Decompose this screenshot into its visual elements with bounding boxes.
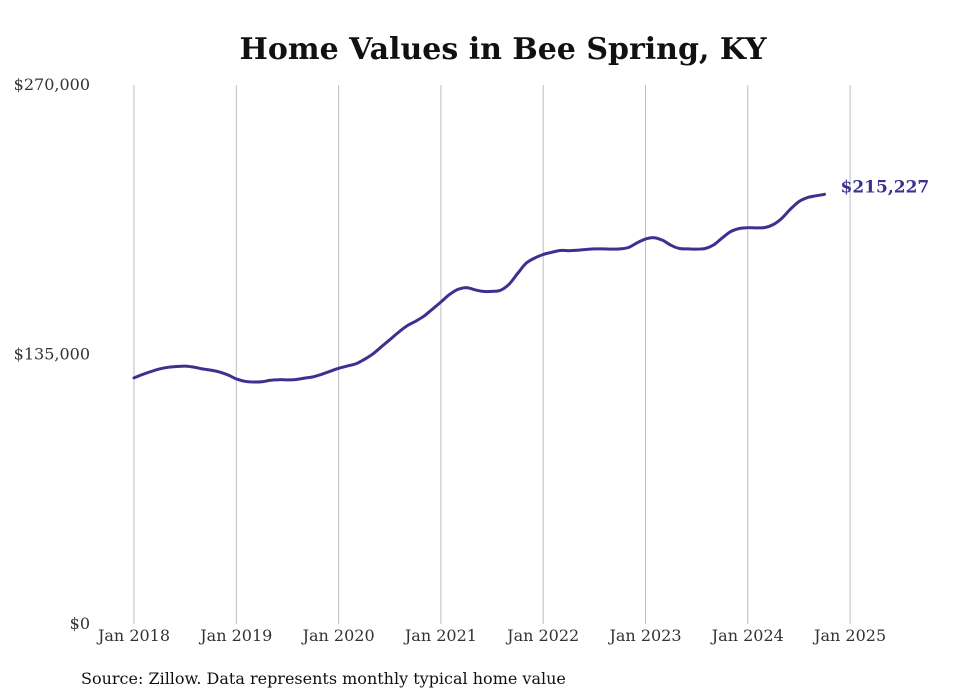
x-axis-tick-labels: Jan 2018 Jan 2019 Jan 2020 Jan 2021 Jan 2022… <box>96 626 886 645</box>
source-note: Source: Zillow. Data represents monthly … <box>81 669 566 688</box>
y-tick-label: $270,000 <box>14 75 90 94</box>
grid-lines <box>133 85 851 624</box>
x-tick-label: Jan 2018 <box>96 626 170 645</box>
x-tick-label: Jan 2024 <box>710 626 784 645</box>
series-layer: $215,227 <box>132 177 930 384</box>
y-axis-tick-labels: $0 $135,000 $270,000 <box>14 75 90 633</box>
chart-title: Home Values in Bee Spring, KY <box>239 32 767 67</box>
series-line <box>132 192 826 384</box>
x-tick-label: Jan 2019 <box>198 626 272 645</box>
y-tick-label: $135,000 <box>14 345 90 364</box>
x-tick-label: Jan 2023 <box>607 626 681 645</box>
x-tick-label: Jan 2021 <box>403 626 477 645</box>
end-value-label: $215,227 <box>841 177 930 197</box>
x-tick-label: Jan 2022 <box>505 626 579 645</box>
y-tick-label: $0 <box>70 614 90 633</box>
x-tick-label: Jan 2025 <box>812 626 886 645</box>
x-tick-label: Jan 2020 <box>301 626 375 645</box>
